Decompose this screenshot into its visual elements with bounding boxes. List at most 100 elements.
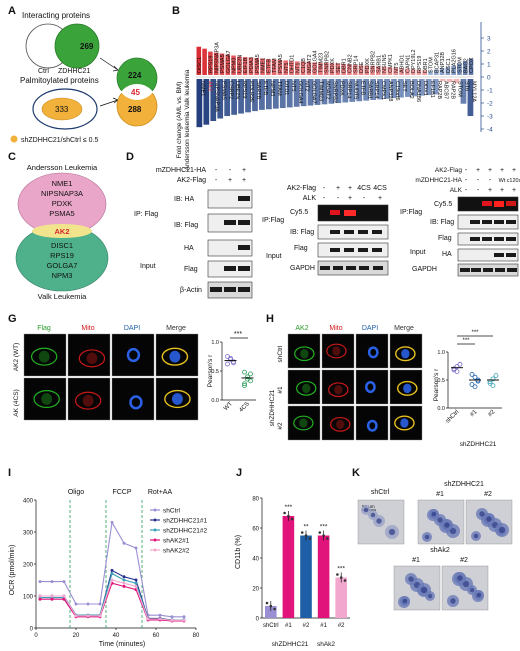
i-series-point xyxy=(62,597,66,601)
b-upper-bar xyxy=(312,62,317,75)
panel-c: C Andersson Leukemia NME1 NIPSNAP3A PDXK… xyxy=(8,151,109,301)
j-category-label: #2 xyxy=(303,623,310,629)
f-sign: - xyxy=(465,187,468,194)
cell-signal xyxy=(330,416,351,432)
k-cell-nucleus xyxy=(376,518,382,524)
b-upper-bar xyxy=(277,59,283,75)
b-upper-gene-label: GOLGA7 xyxy=(226,50,232,73)
panel-b-letter: B xyxy=(172,5,180,17)
panel-j-letter: J xyxy=(236,467,242,479)
b-lower-bar xyxy=(217,79,224,119)
b-upper-bar xyxy=(231,55,236,75)
f-sign: - xyxy=(465,167,468,174)
b-upper-gene-label: STOM xyxy=(429,57,435,73)
d-sign: + xyxy=(242,167,246,174)
b-upper-bar xyxy=(242,56,248,75)
c-gene-golga7: GOLGA7 xyxy=(47,261,78,270)
b-lower-bar xyxy=(398,79,404,98)
cell-signal xyxy=(30,347,58,366)
d-blot-ha xyxy=(207,239,253,257)
b-lower-bar xyxy=(272,79,279,109)
d-sign: + xyxy=(228,177,232,184)
dot-plot-tick-label: 1.0 xyxy=(437,350,445,356)
b-upper-gene-label: DHTD1 xyxy=(290,55,296,73)
d-sign: - xyxy=(229,167,232,174)
d-band xyxy=(210,287,222,292)
c-gene-pdxk: PDXK xyxy=(52,199,72,208)
d-band xyxy=(238,266,250,271)
panel-k-letter: K xyxy=(352,467,360,479)
dot-plot-point xyxy=(487,380,493,386)
b-upper-bar xyxy=(294,61,300,75)
i-y-tick-label: 400 xyxy=(23,498,34,504)
e-sign: - xyxy=(363,195,366,202)
e-sign: - xyxy=(337,195,340,202)
e-sign: + xyxy=(348,195,352,202)
b-y-tick-label: -2 xyxy=(487,101,493,108)
i-legend: shCtrl shZDHHC21#1 shZDHHC21#2 shAK2#1 shAK2… xyxy=(150,507,207,554)
i-legend-label: shAK2#2 xyxy=(163,547,190,554)
j-category-label: #1 xyxy=(320,623,327,629)
f-sign: + xyxy=(512,167,516,174)
b-y-tick-label: -3 xyxy=(487,114,493,121)
j-cd11b-plot: 0 20 40 60 80 shCtrl *** #1 ** #2 *** #1 *** #2 xyxy=(252,496,350,629)
k-cell-nucleus xyxy=(498,526,506,534)
e-row-flag: Flag xyxy=(294,245,308,252)
b-upper-bar xyxy=(416,69,422,75)
dot-plot-category: 4CS xyxy=(238,401,250,413)
panel-e-letter: E xyxy=(260,151,267,163)
panel-c-title: Andersson Leukemia xyxy=(27,163,98,172)
cell-signal-merge-nucleus xyxy=(400,418,409,428)
i-series-point xyxy=(158,613,162,617)
i-series-point xyxy=(182,618,186,622)
venn-overlap xyxy=(121,83,153,100)
b-lower-gene-label: SARB1 xyxy=(366,81,372,99)
i-y-tick-label: 200 xyxy=(23,562,34,568)
b-upper-gene-label: CNNB2 xyxy=(347,54,353,73)
ak2-overlap xyxy=(32,224,92,238)
b-y-tick-label: 3 xyxy=(487,36,491,43)
panel-k: K shCtrl shZDHHC21 #1 #2 shAk2 #1 #2 50 … xyxy=(352,467,513,611)
dot-plot-point xyxy=(245,374,250,380)
legend-text: shZDHHC21/shCtrl ≤ 0.5 xyxy=(21,137,98,144)
i-marker-rotaa: Rot+AA xyxy=(148,489,173,496)
b-lower-bar xyxy=(286,79,293,108)
cell-signal xyxy=(366,419,378,432)
f-row-flag: Flag xyxy=(438,235,452,242)
b-lower-gene-label: SRP14 xyxy=(373,81,379,98)
b-upper-gene-label: PSMA5 xyxy=(278,54,284,73)
b-upper-gene-label: CPOX xyxy=(469,57,475,73)
panel-f: F AK2-Flag mZDHHC21-HA ALK - + + + + - - - Wt c12… xyxy=(396,151,520,277)
panel-j: J CD11b (%) 0 20 40 60 80 shCtrl *** #1 ** #2 *** #… xyxy=(235,467,350,648)
f-band xyxy=(507,268,517,272)
f-ip-label: IP:Flag xyxy=(400,209,422,216)
i-y-tick-label: 300 xyxy=(23,530,34,536)
count-224: 224 xyxy=(128,71,142,80)
b-lower-gene-label: RAP2B xyxy=(436,81,442,99)
b-upper-gene-label: ABHD1 xyxy=(400,55,406,73)
k-cell-nucleus xyxy=(449,527,457,535)
k-cell-blobs xyxy=(361,505,509,608)
j-point xyxy=(300,531,304,534)
b-lower-bar xyxy=(418,79,425,96)
i-series-line xyxy=(40,569,184,621)
f-sign: - xyxy=(465,177,468,184)
j-point xyxy=(273,607,276,611)
j-bar xyxy=(317,535,330,618)
i-series-point xyxy=(134,581,138,585)
f-header-mzdhhc21: mZDHHC21-HA xyxy=(415,177,462,184)
b-lower-bar xyxy=(321,79,328,105)
c-gene-disc1: DISC1 xyxy=(51,241,73,250)
e-band xyxy=(330,230,340,234)
e-band xyxy=(333,266,343,270)
k-cell-nucleus xyxy=(450,598,456,604)
dot-plot-point xyxy=(454,364,460,369)
b-lower-gene-label: NT5 xyxy=(290,81,296,91)
h-sig: *** xyxy=(471,330,479,336)
d-band xyxy=(238,220,250,225)
i-legend-marker xyxy=(153,538,157,542)
b-upper-gene-label: SARB1 xyxy=(376,55,382,73)
b-lower-gene-label: PDXK xyxy=(338,81,344,96)
microscopy-tile xyxy=(321,405,355,441)
i-legend-marker xyxy=(153,518,157,522)
